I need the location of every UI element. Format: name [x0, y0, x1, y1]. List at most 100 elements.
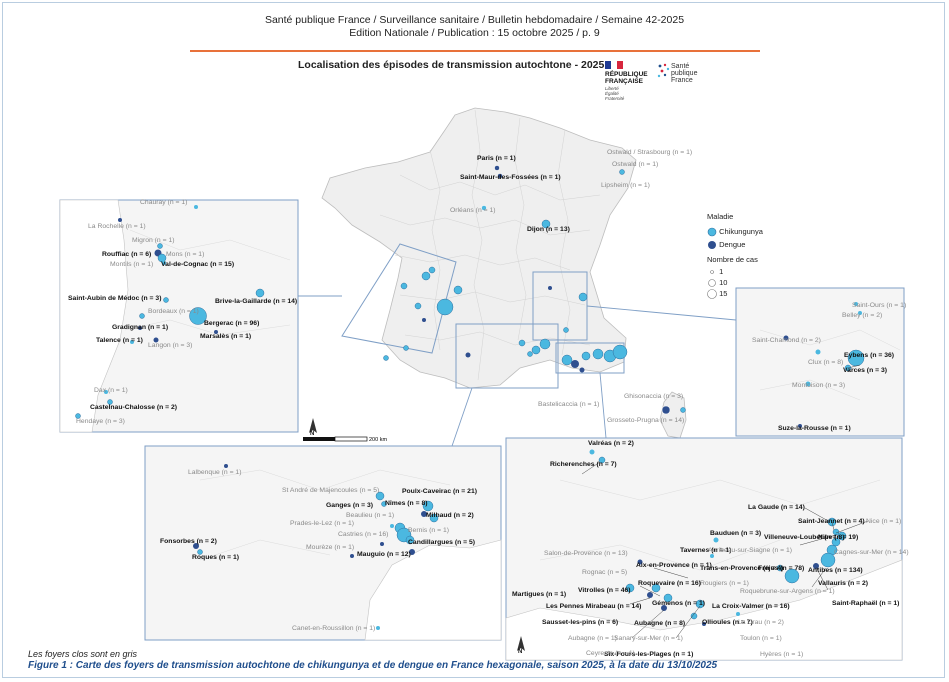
- place-label: Saint-Chamond (n = 2): [752, 337, 821, 344]
- figure-caption: Figure 1 : Carte des foyers de transmiss…: [28, 660, 718, 671]
- bulletin-header: Santé publique France / Surveillance san…: [264, 14, 685, 26]
- french-flag-icon: [605, 61, 623, 69]
- place-label: Richerenches (n = 7): [550, 461, 617, 468]
- corsica: [659, 391, 687, 439]
- place-label: Prades-le-Lez (n = 1): [290, 520, 354, 527]
- republique-francaise-logo: RÉPUBLIQUE FRANÇAISE: [605, 71, 648, 85]
- rhone-alpes-inset: [735, 287, 905, 437]
- place-label: Milhaud (n = 2): [426, 512, 474, 519]
- place-label: Aubagne (n = 1): [568, 635, 617, 642]
- place-label: Mauguio (n = 12): [357, 551, 411, 558]
- place-label: Antibes (n = 134): [808, 567, 863, 574]
- svg-text:N: N: [310, 431, 314, 437]
- place-label: Marsalès (n = 1): [200, 333, 251, 340]
- france-mainland: [321, 107, 637, 389]
- north-arrow-icon: N: [517, 636, 525, 655]
- paca-markers: [589, 449, 847, 626]
- place-label: Saint-Maur-des-Fossées (n = 1): [460, 174, 561, 181]
- place-label: Trans-en-Provence (n = 4): [700, 565, 783, 572]
- footnote: Les foyers clos sont en gris: [28, 649, 138, 659]
- place-label: Poulx-Caveirac (n = 21): [402, 488, 477, 495]
- place-label: Ostwald / Strasbourg (n = 1): [607, 149, 692, 156]
- header-rule: [190, 50, 760, 52]
- place-label: Rougiers (n = 1): [700, 580, 749, 587]
- inset-connectors: [298, 295, 737, 447]
- edition-header: Edition Nationale / Publication : 15 oct…: [349, 27, 600, 39]
- place-label: Hyères (n = 1): [760, 651, 803, 658]
- place-label: Bauduen (n = 3): [710, 530, 761, 537]
- legend-size-1: 1: [707, 267, 723, 277]
- place-label: Montils (n = 1): [110, 261, 153, 268]
- place-label: Mourèze (n = 1): [306, 544, 354, 551]
- place-label: Toulon (n = 1): [740, 635, 782, 642]
- legend-size-15: 15: [707, 289, 727, 299]
- place-label: St André de Majencoules (n = 5): [282, 487, 379, 494]
- place-label: Gémenos (n = 1): [652, 600, 705, 607]
- republic-motto: Liberté Égalité Fraternité: [605, 86, 625, 101]
- place-label: Nice (n = 19): [818, 534, 858, 541]
- place-label: Auribeau-sur-Siagne (n = 1): [708, 547, 792, 554]
- place-label: Grosseto-Prugna (n = 14): [607, 417, 684, 424]
- place-label: Canet-en-Roussillon (n = 1): [292, 625, 375, 632]
- place-label: Les Pennes Mirabeau (n = 14): [546, 603, 641, 610]
- place-label: Orléans (n = 1): [450, 207, 496, 214]
- legend-dengue: Dengue: [707, 240, 745, 250]
- place-label: Salon-de-Provence (n = 13): [544, 550, 628, 557]
- place-label: Val-de-Cognac (n = 15): [161, 261, 234, 268]
- scale-bar: 200 km: [303, 436, 387, 443]
- place-label: Saint-Jeannet (n = 4): [798, 518, 865, 525]
- place-label: Fonsorbes (n = 2): [160, 538, 217, 545]
- place-label: Lipsheim (n = 1): [601, 182, 650, 189]
- paca-sea: [505, 559, 903, 661]
- place-label: La Gaude (n = 14): [748, 504, 805, 511]
- place-label: Dax (n = 1): [94, 387, 128, 394]
- place-label: Villeneuve-Loubet (n = 3): [764, 534, 845, 541]
- place-label: Fréjus (n = 78): [758, 565, 804, 572]
- place-label: Candillargues (n = 5): [408, 539, 475, 546]
- occitanie-markers: [193, 464, 439, 630]
- logos: RÉPUBLIQUE FRANÇAISE Liberté Égalité Frater…: [605, 61, 705, 101]
- svg-text:200 km: 200 km: [369, 437, 387, 443]
- place-label: Bastelicaccia (n = 1): [538, 401, 599, 408]
- place-label: Six-Fours-les-Plages (n = 1): [604, 651, 693, 658]
- place-label: Cagnes-sur-Mer (n = 14): [834, 549, 909, 556]
- place-label: Ollioules (n = 7): [702, 619, 753, 626]
- place-label: Talence (n = 1): [96, 337, 143, 344]
- place-label: Mons (n = 1): [166, 251, 204, 258]
- place-label: Suze-la-Rousse (n = 1): [778, 425, 851, 432]
- main-map-markers: [383, 165, 686, 415]
- southwest-sea: [59, 199, 129, 433]
- place-label: Saint-Aubin de Médoc (n = 3): [68, 295, 161, 302]
- place-label: Roquevaire (n = 16): [638, 580, 701, 587]
- place-label: La Croix-Valmer (n = 16): [712, 603, 790, 610]
- map-title: Localisation des épisodes de transmissio…: [298, 59, 605, 71]
- place-label: Aix-en-Provence (n = 1): [636, 562, 712, 569]
- legend-size-10: 10: [707, 278, 727, 288]
- place-label: Roques (n = 1): [192, 554, 239, 561]
- place-label: Saint-Raphaël (n = 1): [832, 600, 899, 607]
- place-label: Ostwald (n = 1): [612, 161, 658, 168]
- place-label: Bernis (n = 1): [408, 527, 449, 534]
- svg-text:N: N: [518, 649, 522, 655]
- place-label: Chauray (n = 1): [140, 199, 187, 206]
- place-label: Gradignan (n = 1): [112, 324, 168, 331]
- place-label: Tavernes (n = 1): [680, 547, 731, 554]
- place-label: Belley (n = 2): [842, 312, 882, 319]
- place-label: Ceyreste (n = 1): [586, 650, 635, 657]
- place-label: Varces (n = 3): [843, 367, 887, 374]
- sante-publique-france-logo-icon: [657, 63, 670, 78]
- place-label: Beaulieu (n = 1): [346, 512, 394, 519]
- place-labels: Paris (n = 1) Saint-Maur-des-Fossées (n =…: [68, 149, 909, 658]
- department-borders: [379, 109, 601, 381]
- place-label: La Rochelle (n = 1): [88, 223, 146, 230]
- place-label: Bergerac (n = 96): [204, 320, 259, 327]
- place-label: Migron (n = 1): [132, 237, 175, 244]
- southwest-markers: [75, 205, 265, 419]
- legend-disease-title: Maladie: [707, 212, 734, 221]
- place-label: Bordeaux (n = 1): [148, 308, 199, 315]
- place-label: Vallauris (n = 2): [818, 580, 868, 587]
- place-label: Roquebrune-sur-Argens (n = 1): [740, 588, 835, 595]
- place-label: Montoison (n = 3): [792, 382, 845, 389]
- place-label: Clux (n = 8): [808, 359, 843, 366]
- rhone-markers: [783, 302, 865, 428]
